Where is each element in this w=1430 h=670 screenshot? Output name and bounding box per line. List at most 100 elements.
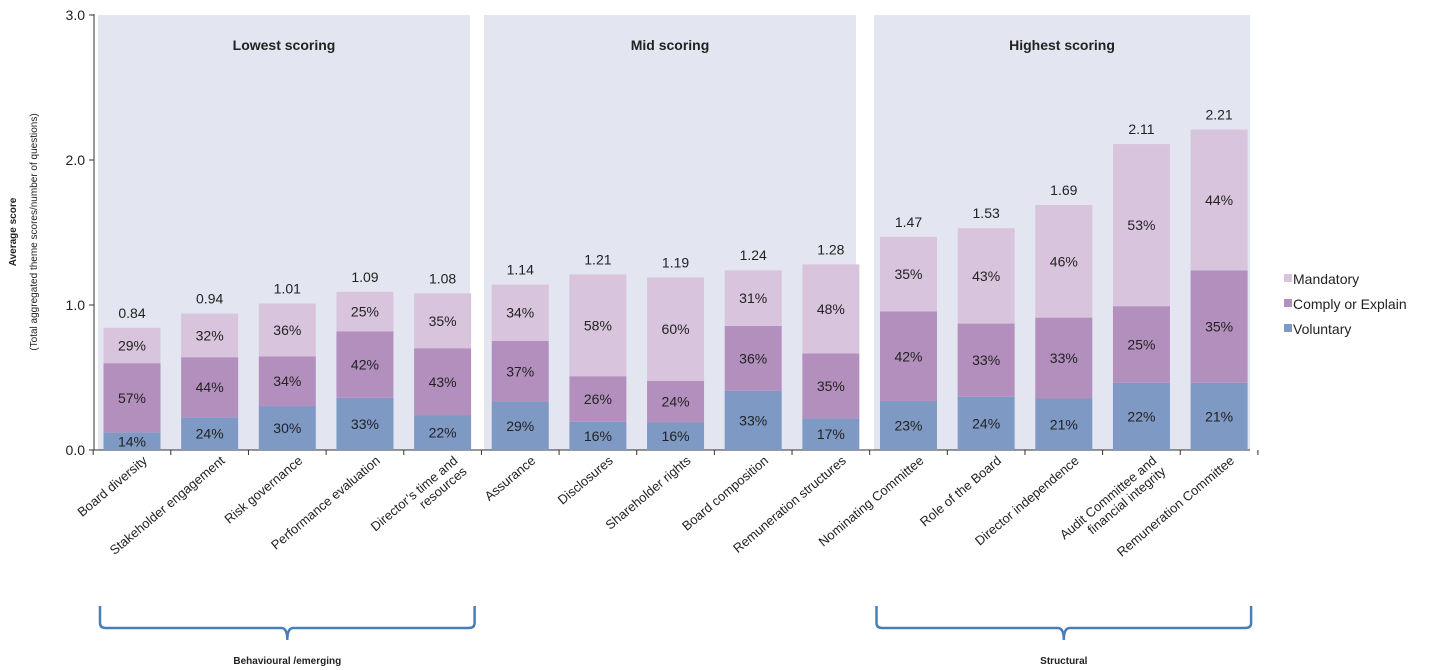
group-title: Highest scoring bbox=[1009, 37, 1115, 53]
legend-label: Mandatory bbox=[1293, 271, 1359, 287]
bracket-label: Structural bbox=[1040, 656, 1087, 667]
data-labels: 14% 57% 29% 0.84 24% 44% 32% 0.94 30% 34% 36% 1.01 3… bbox=[118, 107, 1233, 450]
bar-segment bbox=[880, 311, 937, 401]
segment-label: 34% bbox=[506, 305, 534, 321]
segment-label: 42% bbox=[351, 357, 379, 373]
y-tick-label: 2.0 bbox=[66, 152, 86, 168]
segment-label: 14% bbox=[118, 433, 146, 449]
bar-segment bbox=[336, 397, 394, 450]
category-label: Disclosures bbox=[555, 452, 616, 507]
segment-label: 35% bbox=[429, 313, 457, 329]
bar-segment bbox=[336, 331, 394, 398]
segment-label: 34% bbox=[273, 373, 301, 389]
total-label: 1.19 bbox=[662, 254, 689, 270]
legend-label: Voluntary bbox=[1293, 321, 1351, 337]
bar-segment bbox=[414, 415, 472, 450]
legend-label: Comply or Explain bbox=[1293, 296, 1407, 312]
segment-label: 44% bbox=[1205, 192, 1233, 208]
segment-label: 24% bbox=[972, 415, 1000, 431]
bar-segment bbox=[1112, 382, 1170, 450]
bars bbox=[103, 129, 1248, 450]
legend-swatch bbox=[1284, 299, 1292, 307]
bracket-label: Behavioural /emerging bbox=[233, 656, 341, 667]
y-tick-label: 3.0 bbox=[66, 7, 86, 23]
segment-label: 22% bbox=[1127, 408, 1155, 424]
category-label: Board diversity bbox=[74, 452, 150, 519]
bar-segment bbox=[258, 356, 316, 407]
segment-label: 35% bbox=[894, 266, 922, 282]
bar-segment bbox=[802, 418, 860, 450]
segment-label: 35% bbox=[817, 378, 845, 394]
total-label: 1.53 bbox=[973, 205, 1000, 221]
segment-label: 48% bbox=[817, 301, 845, 317]
segment-label: 23% bbox=[894, 417, 922, 433]
bar-segment bbox=[1035, 398, 1093, 450]
segment-label: 31% bbox=[739, 290, 767, 306]
segment-label: 53% bbox=[1127, 217, 1155, 233]
bar-segment bbox=[103, 363, 161, 433]
y-tick-label: 0.0 bbox=[66, 442, 86, 458]
category-label-line: Risk governance bbox=[221, 453, 305, 527]
category-label-line: Board diversity bbox=[74, 452, 150, 519]
segment-label: 33% bbox=[972, 352, 1000, 368]
total-label: 1.21 bbox=[584, 252, 611, 268]
total-label: 1.47 bbox=[895, 214, 922, 230]
segment-label: 26% bbox=[584, 391, 612, 407]
bar-segment bbox=[647, 422, 705, 450]
y-axis-label: Average score bbox=[8, 197, 19, 266]
bar-segment bbox=[569, 376, 627, 422]
bar-segment bbox=[414, 348, 472, 416]
y-tick-label: 1.0 bbox=[66, 297, 86, 313]
bar-segment bbox=[724, 390, 782, 450]
segment-label: 16% bbox=[584, 428, 612, 444]
bar-segment bbox=[957, 396, 1015, 450]
bar-segment bbox=[1190, 382, 1248, 450]
bar-segment bbox=[1035, 204, 1093, 318]
category-label: Risk governance bbox=[221, 453, 305, 527]
brackets: Behavioural /emerging Structural bbox=[98, 606, 1253, 667]
total-label: 1.09 bbox=[351, 269, 378, 285]
bar-segment bbox=[802, 353, 860, 419]
group-title: Lowest scoring bbox=[233, 37, 336, 53]
segment-label: 43% bbox=[972, 268, 1000, 284]
segment-label: 21% bbox=[1205, 408, 1233, 424]
bar-segment bbox=[414, 293, 472, 349]
category-label: Role of the Board bbox=[917, 453, 1004, 530]
segment-label: 29% bbox=[118, 337, 146, 353]
total-label: 2.11 bbox=[1128, 121, 1154, 137]
bar-segment bbox=[181, 357, 239, 418]
total-label: 1.28 bbox=[817, 241, 844, 257]
segment-label: 46% bbox=[1050, 253, 1078, 269]
segment-label: 42% bbox=[894, 348, 922, 364]
y-axis-sublabel: (Total aggregated theme scores/number of… bbox=[29, 113, 40, 350]
bar-segment bbox=[491, 340, 549, 403]
segment-label: 24% bbox=[196, 426, 224, 442]
segment-label: 29% bbox=[506, 418, 534, 434]
total-label: 0.84 bbox=[118, 305, 145, 321]
segment-label: 33% bbox=[1050, 350, 1078, 366]
category-label-line: Assurance bbox=[481, 453, 538, 504]
y-axis-title: Average score (Total aggregated theme sc… bbox=[8, 113, 40, 350]
segment-label: 25% bbox=[351, 304, 379, 320]
bar-segment bbox=[802, 264, 860, 354]
segment-label: 22% bbox=[429, 425, 457, 441]
total-label: 1.14 bbox=[507, 262, 534, 278]
bar-segment bbox=[336, 291, 394, 332]
segment-label: 35% bbox=[1205, 319, 1233, 335]
segment-label: 25% bbox=[1127, 336, 1155, 352]
bar-segment bbox=[181, 313, 239, 358]
segment-label: 30% bbox=[273, 420, 301, 436]
total-label: 1.24 bbox=[740, 247, 767, 263]
bar-segment bbox=[724, 326, 782, 391]
segment-label: 58% bbox=[584, 317, 612, 333]
segment-label: 57% bbox=[118, 390, 146, 406]
segment-label: 43% bbox=[429, 374, 457, 390]
bar-segment bbox=[647, 277, 705, 381]
category-label-line: Role of the Board bbox=[917, 453, 1004, 530]
bracket bbox=[98, 606, 476, 641]
segment-label: 32% bbox=[196, 327, 224, 343]
segment-label: 16% bbox=[662, 428, 690, 444]
